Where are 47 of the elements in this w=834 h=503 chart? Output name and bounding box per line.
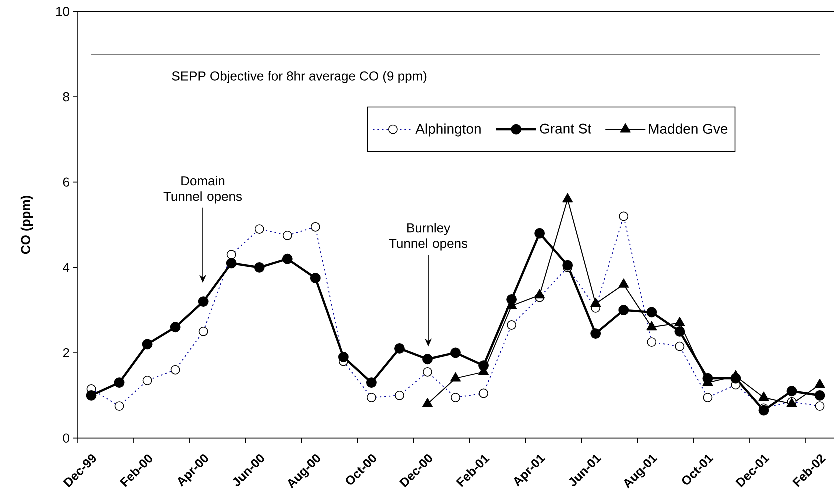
point — [226, 258, 237, 269]
ref-line-label: SEPP Objective for 8hr average CO (9 ppm) — [172, 71, 427, 84]
point — [450, 348, 461, 358]
point — [590, 298, 602, 308]
point — [562, 193, 574, 203]
point — [758, 392, 770, 401]
point — [758, 405, 770, 416]
legend-label: Madden Gve — [649, 124, 728, 134]
point — [198, 296, 209, 307]
point — [646, 307, 658, 318]
point — [170, 322, 181, 333]
point — [590, 328, 602, 339]
point — [142, 339, 153, 350]
y-axis-title: CO (ppm) — [20, 196, 34, 254]
point — [338, 352, 349, 362]
point — [646, 321, 658, 331]
point — [394, 344, 405, 354]
point — [618, 278, 630, 288]
y-tick-label: 8 — [63, 92, 70, 102]
y-tick-label: 0 — [63, 434, 70, 443]
point — [814, 378, 826, 388]
annotation: Burnley Tunnel opens — [389, 223, 468, 251]
point — [786, 386, 798, 397]
point — [254, 262, 265, 273]
point — [422, 354, 433, 365]
point — [562, 260, 574, 271]
point — [422, 398, 433, 408]
y-tick-label: 2 — [63, 348, 70, 358]
point — [534, 228, 546, 239]
y-tick-label: 6 — [63, 178, 70, 187]
legend-label: Alphington — [416, 124, 481, 137]
annotation: Domain Tunnel opens — [164, 176, 242, 204]
point — [366, 378, 377, 388]
point — [310, 273, 321, 284]
y-tick-label: 10 — [56, 7, 70, 16]
point — [674, 326, 686, 337]
point — [450, 372, 462, 382]
point — [618, 305, 630, 316]
point — [114, 378, 125, 388]
point — [282, 254, 293, 264]
point — [86, 390, 97, 401]
legend-label: Grant St — [540, 124, 592, 134]
point — [674, 317, 686, 326]
point — [534, 289, 546, 299]
point — [730, 370, 742, 380]
y-tick-label: 4 — [63, 263, 70, 272]
point — [814, 390, 826, 401]
